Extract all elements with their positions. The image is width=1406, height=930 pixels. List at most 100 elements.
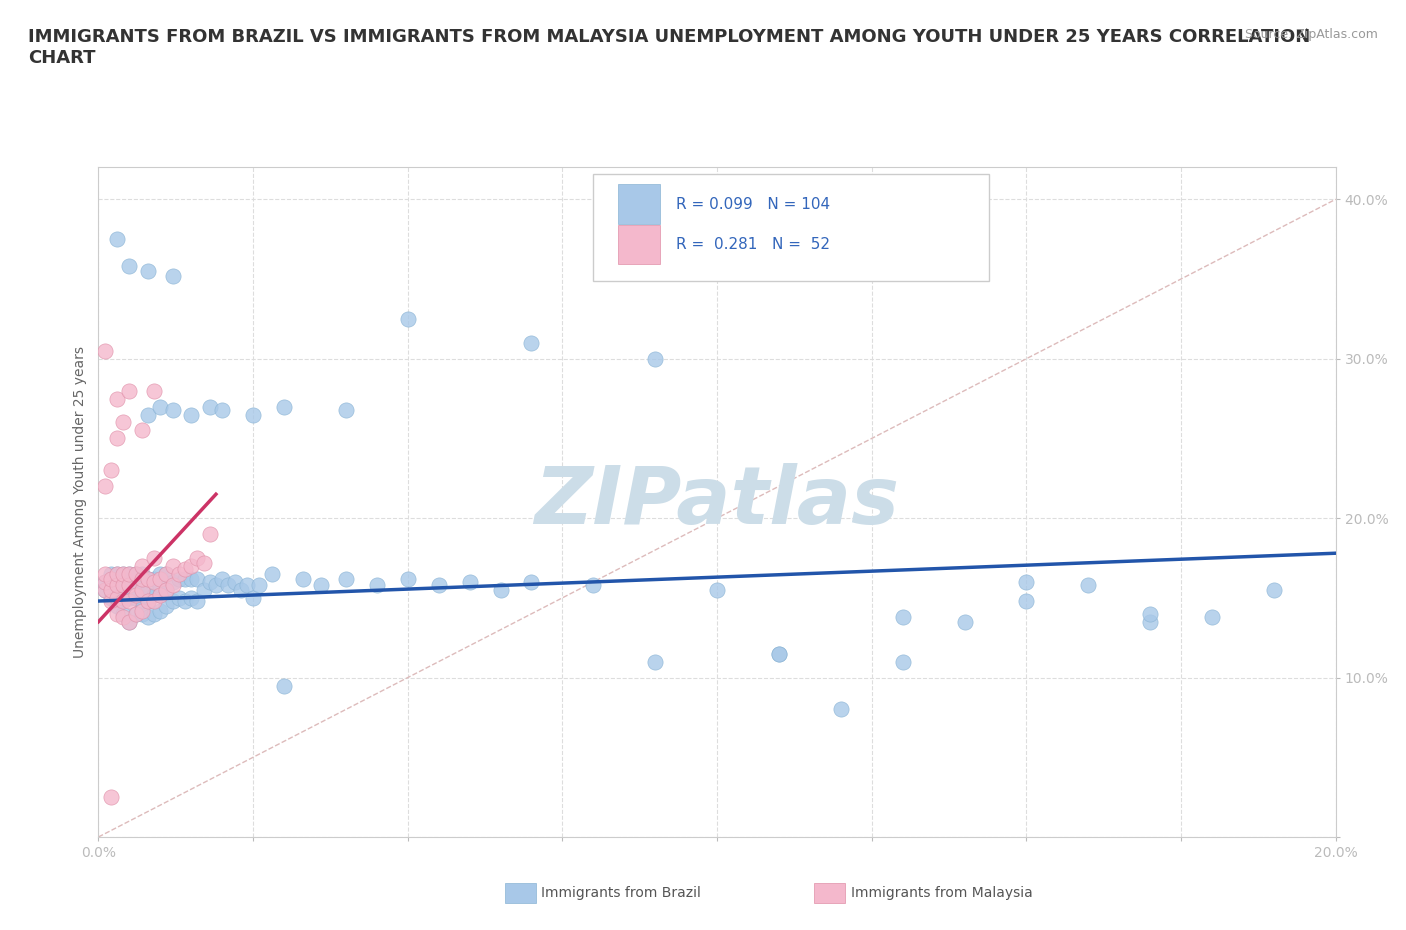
Point — [100, 566, 122, 581]
Point — [112, 566, 135, 581]
Point — [520, 336, 543, 351]
Point — [1139, 606, 1161, 621]
Point — [136, 263, 159, 278]
Point — [211, 403, 233, 418]
Point — [93, 582, 115, 597]
Point — [100, 593, 122, 608]
Point — [1201, 609, 1223, 624]
Point — [112, 575, 135, 590]
Point — [768, 646, 790, 661]
Point — [186, 593, 208, 608]
Point — [112, 606, 135, 621]
Point — [118, 591, 141, 605]
Point — [118, 615, 141, 630]
Text: R = 0.099   N = 104: R = 0.099 N = 104 — [676, 197, 831, 212]
Point — [136, 593, 159, 608]
Point — [1015, 593, 1038, 608]
Point — [118, 566, 141, 581]
Point — [136, 407, 159, 422]
Point — [93, 479, 115, 494]
Point — [100, 591, 122, 605]
Point — [458, 575, 481, 590]
Point — [260, 566, 283, 581]
Point — [100, 463, 122, 478]
Point — [112, 578, 135, 592]
Point — [124, 566, 146, 581]
Point — [131, 559, 153, 574]
Point — [105, 591, 128, 605]
Point — [105, 392, 128, 406]
Point — [93, 566, 115, 581]
Point — [143, 606, 166, 621]
Point — [100, 582, 122, 597]
Point — [155, 582, 177, 597]
Point — [891, 609, 914, 624]
Point — [93, 343, 115, 358]
Point — [149, 587, 172, 602]
Point — [309, 578, 332, 592]
Point — [124, 606, 146, 621]
Point — [162, 593, 184, 608]
Point — [582, 578, 605, 592]
Point — [644, 654, 666, 669]
Point — [105, 598, 128, 613]
Point — [217, 578, 239, 592]
Point — [162, 269, 184, 284]
Point — [131, 582, 153, 597]
Point — [193, 582, 215, 597]
Point — [131, 593, 153, 608]
Point — [112, 609, 135, 624]
Point — [118, 575, 141, 590]
Point — [105, 575, 128, 590]
FancyBboxPatch shape — [619, 225, 661, 264]
Point — [124, 591, 146, 605]
Point — [167, 566, 190, 581]
Point — [644, 352, 666, 366]
Point — [118, 593, 141, 608]
Point — [706, 582, 728, 597]
Point — [1077, 578, 1099, 592]
Point — [174, 593, 197, 608]
Point — [242, 591, 264, 605]
Point — [124, 606, 146, 621]
Point — [396, 571, 419, 586]
Point — [174, 562, 197, 577]
Point — [131, 582, 153, 597]
Point — [105, 606, 128, 621]
Point — [162, 575, 184, 590]
Point — [105, 566, 128, 581]
Point — [100, 571, 122, 586]
Point — [174, 571, 197, 586]
Point — [143, 575, 166, 590]
Point — [143, 383, 166, 398]
Point — [143, 593, 166, 608]
Point — [149, 571, 172, 586]
Point — [229, 582, 252, 597]
Point — [100, 582, 122, 597]
Point — [131, 566, 153, 581]
Point — [162, 559, 184, 574]
Point — [489, 582, 512, 597]
Point — [335, 571, 357, 586]
Point — [136, 609, 159, 624]
Point — [131, 571, 153, 586]
Point — [198, 575, 221, 590]
Point — [112, 591, 135, 605]
Point — [167, 571, 190, 586]
Point — [247, 578, 270, 592]
Point — [180, 407, 202, 422]
Point — [143, 571, 166, 586]
Point — [205, 578, 228, 592]
Point — [155, 582, 177, 597]
Point — [118, 566, 141, 581]
Point — [149, 399, 172, 414]
FancyBboxPatch shape — [593, 174, 990, 281]
Point — [155, 566, 177, 581]
Point — [118, 582, 141, 597]
Point — [131, 423, 153, 438]
Point — [180, 571, 202, 586]
Point — [143, 551, 166, 565]
Point — [112, 415, 135, 430]
Point — [1139, 615, 1161, 630]
Point — [131, 575, 153, 590]
